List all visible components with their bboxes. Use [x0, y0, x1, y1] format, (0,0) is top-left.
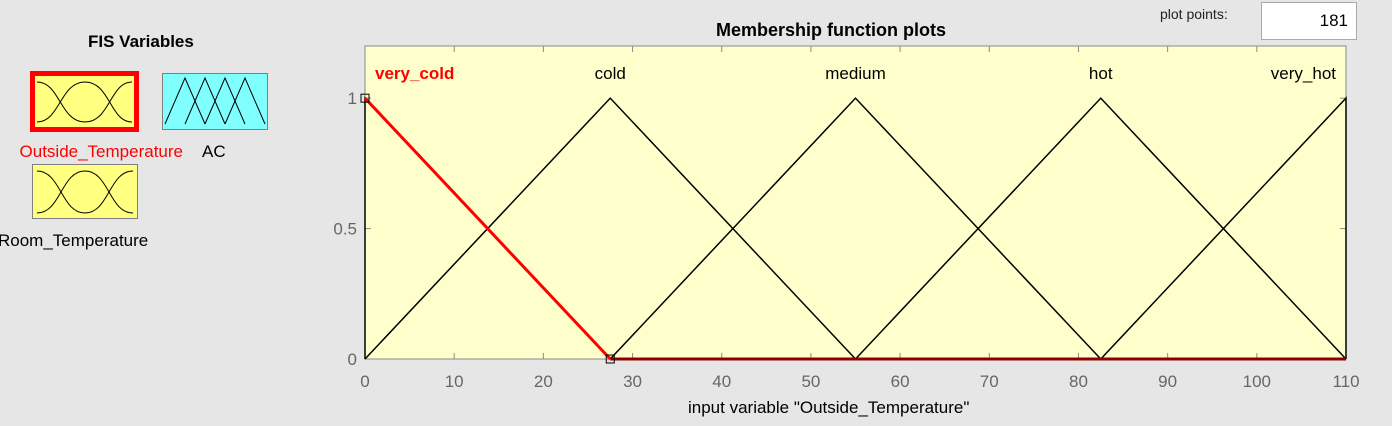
variable-label-ac: AC	[202, 142, 226, 161]
mf-label-medium: medium	[825, 64, 885, 83]
mf-line-very-hot[interactable]	[1100, 96, 1347, 360]
mf-line-hot[interactable]	[854, 97, 1347, 360]
variable-outside-temperature[interactable]	[30, 71, 139, 132]
plot-points-input[interactable]	[1261, 2, 1357, 40]
membership-icon	[36, 170, 134, 214]
mf-selected-line[interactable]	[363, 97, 612, 361]
mf-line-medium[interactable]	[609, 97, 1102, 360]
membership-icon	[36, 81, 133, 123]
mf-vertex-handle[interactable]	[605, 354, 615, 364]
mf-label-hot: hot	[1089, 64, 1113, 83]
x-tick-label: 80	[1069, 372, 1088, 391]
variable-ac[interactable]	[162, 73, 268, 130]
plot-title: Membership function plots	[716, 20, 947, 40]
x-tick-label: 50	[801, 372, 820, 391]
mf-label-cold: cold	[595, 64, 626, 83]
plot-points-label: plot points:	[1160, 6, 1228, 22]
x-tick-label: 0	[360, 372, 369, 391]
x-tick-label: 20	[534, 372, 553, 391]
y-tick-label: 0.5	[333, 220, 357, 239]
x-tick-label: 110	[1332, 372, 1359, 391]
x-tick-label: 40	[712, 372, 731, 391]
variable-label-outside-temperature: Outside_Temperature	[19, 142, 183, 161]
x-tick-label: 10	[445, 372, 464, 391]
x-tick-label: 100	[1243, 372, 1271, 391]
x-tick-label: 60	[891, 372, 910, 391]
variable-room-temperature[interactable]	[32, 164, 138, 219]
mf-vertex-handle[interactable]	[360, 93, 370, 103]
x-tick-label: 90	[1158, 372, 1177, 391]
y-tick-label: 0	[348, 350, 357, 369]
x-axis-label: input variable "Outside_Temperature"	[688, 398, 970, 417]
mf-line-cold[interactable]	[364, 97, 857, 360]
membership-icon	[164, 76, 266, 125]
x-tick-label: 30	[623, 372, 642, 391]
y-tick-label: 1	[348, 89, 357, 108]
mf-label-very-hot: very_hot	[1271, 64, 1336, 83]
x-tick-label: 70	[980, 372, 999, 391]
fis-variables-title: FIS Variables	[88, 32, 194, 51]
mf-label-very-cold: very_cold	[375, 64, 454, 83]
variable-label-room-temperature: Room_Temperature	[0, 231, 149, 250]
